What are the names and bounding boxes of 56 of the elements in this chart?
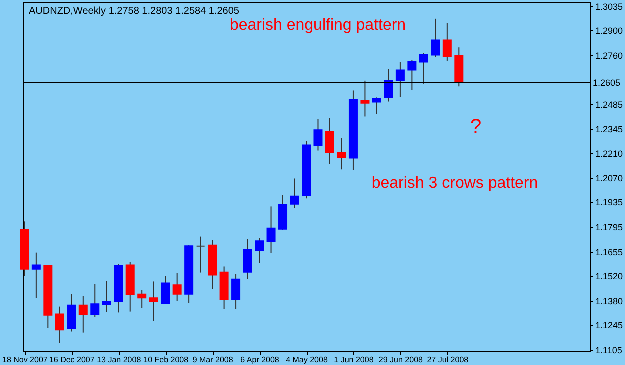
- x-tick-label: 6 Apr 2008: [240, 356, 280, 364]
- annotation: bearish engulfing pattern: [230, 17, 406, 34]
- candlestick: [396, 62, 405, 98]
- x-tick-label: 10 Feb 2008: [144, 356, 190, 364]
- candlestick: [232, 274, 241, 310]
- candlestick: [78, 296, 88, 334]
- candlestick: [266, 206, 276, 254]
- x-tick-label: 18 Nov 2007: [2, 356, 48, 364]
- y-tick-label: 1.1655: [596, 248, 624, 258]
- candlestick: [290, 178, 300, 209]
- y-tick-label: 1.1795: [596, 222, 624, 233]
- x-tick-label: 29 Jun 2008: [378, 356, 424, 364]
- x-tick-label: 27 Jul 2008: [427, 356, 470, 364]
- candlestick: [384, 68, 394, 102]
- y-tick-label: 1.1105: [596, 346, 622, 356]
- candlestick: [314, 118, 323, 152]
- x-tick-label: 1 Jun 2008: [334, 356, 374, 364]
- chart-title: AUDNZD,Weekly 1.2758 1.2803 1.2584 1.2605: [28, 6, 240, 17]
- candlestick: [431, 18, 440, 58]
- x-tick-label: 9 Mar 2008: [192, 356, 234, 364]
- y-tick-label: 1.1245: [596, 320, 624, 331]
- candlestick: [255, 238, 264, 264]
- y-tick-label: 1.1935: [596, 198, 624, 208]
- y-tick-label: 1.2345: [596, 124, 624, 135]
- annotation: bearish 3 crows pattern: [372, 175, 538, 192]
- candlestick: [372, 97, 382, 115]
- candlestick: [32, 252, 41, 299]
- y-tick-label: 1.1520: [596, 272, 624, 282]
- candlestick: [172, 272, 182, 302]
- candlestick: [419, 52, 428, 84]
- candlestick: [149, 281, 158, 322]
- candlestick: [408, 60, 417, 91]
- candlestick: [325, 118, 334, 165]
- y-tick-label: 1.2070: [596, 174, 624, 184]
- y-tick-label: 1.3035: [596, 2, 624, 12]
- y-tick-label: 1.2900: [596, 26, 624, 36]
- x-tick-label: 16 Dec 2007: [49, 356, 96, 364]
- candlestick: [360, 80, 370, 118]
- y-tick-label: 1.2210: [596, 148, 624, 159]
- candlestick: [196, 236, 206, 274]
- candlestick: [243, 238, 252, 280]
- candlestick: [337, 138, 346, 170]
- candlestick: [102, 280, 112, 313]
- candlestick: [67, 293, 76, 332]
- y-tick-label: 1.1380: [596, 296, 624, 307]
- candlestick: [138, 290, 147, 309]
- y-tick-label: 1.2760: [596, 50, 624, 61]
- ref-line-label: 1.2605: [593, 78, 621, 88]
- annotation: ?: [470, 116, 482, 138]
- candlestick: [442, 22, 452, 62]
- y-tick-label: 1.2485: [596, 100, 624, 110]
- x-tick-label: 13 Jan 2008: [97, 356, 142, 364]
- x-tick-label: 4 May 2008: [286, 356, 328, 364]
- candlestick: [55, 306, 64, 344]
- candlestick: [161, 276, 170, 305]
- candlestick: [90, 284, 100, 318]
